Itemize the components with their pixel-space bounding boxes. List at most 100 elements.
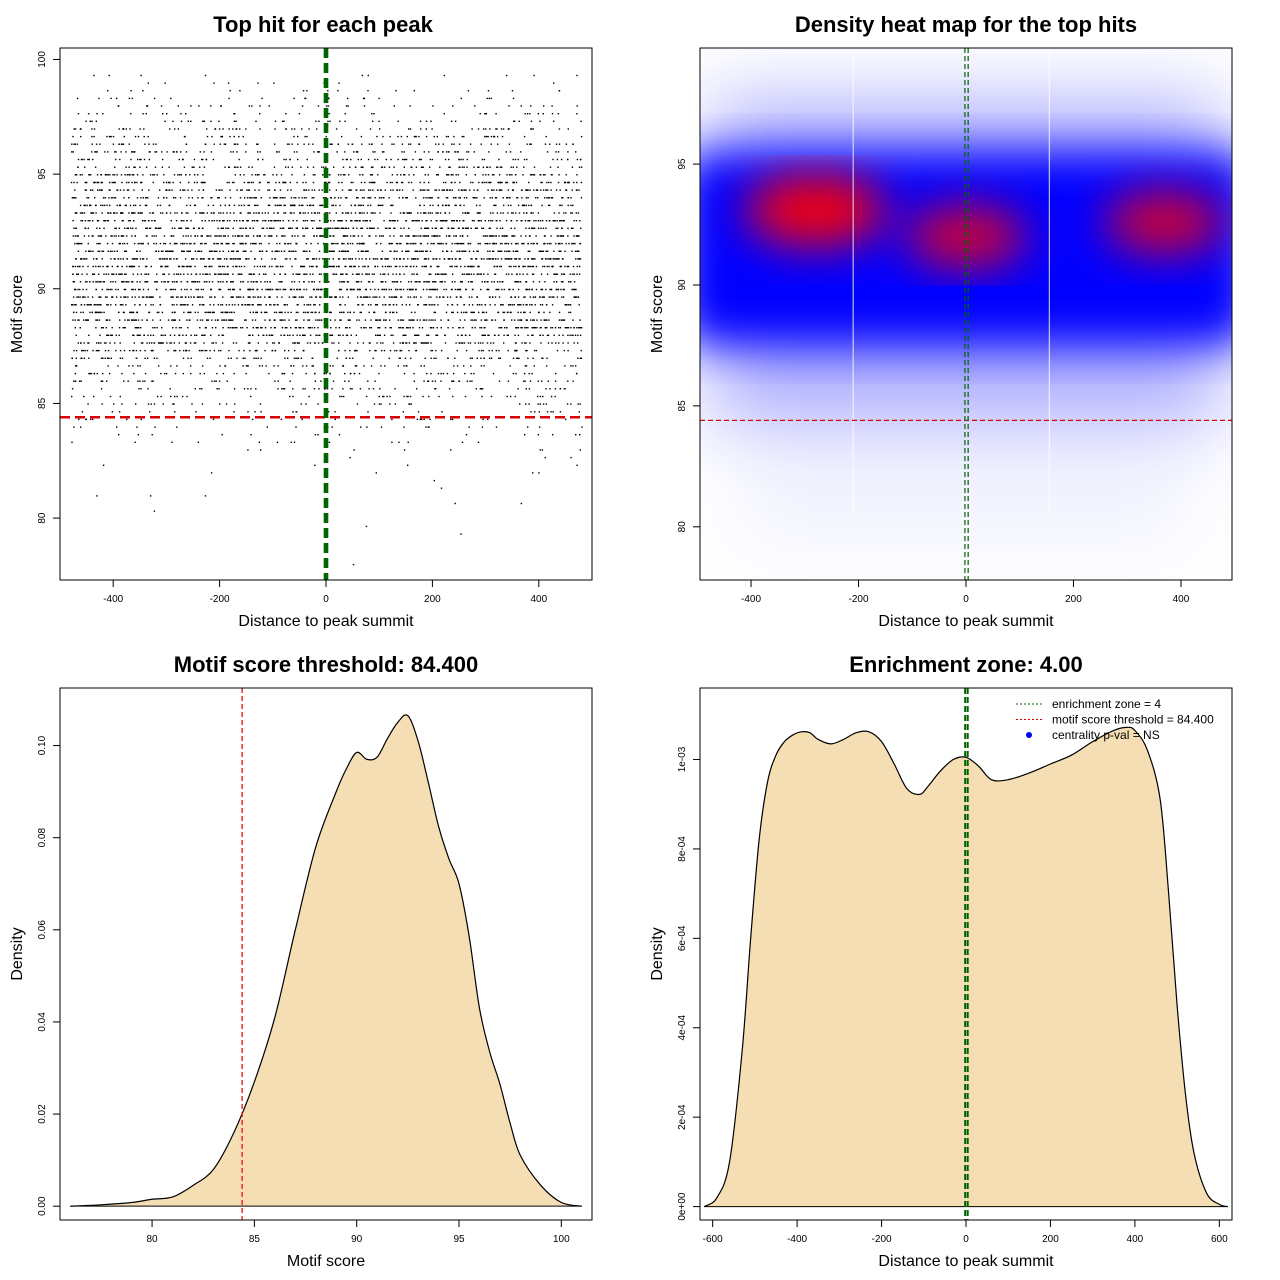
scatter-point <box>405 365 407 367</box>
scatter-point <box>522 273 524 275</box>
scatter-point <box>281 296 283 298</box>
scatter-point <box>297 143 299 145</box>
scatter-point <box>522 304 525 306</box>
scatter-point <box>407 464 409 466</box>
scatter-point <box>431 227 434 229</box>
scatter-point <box>509 250 511 252</box>
scatter-point <box>477 250 479 252</box>
scatter-point <box>145 166 148 168</box>
scatter-point <box>230 281 232 283</box>
scatter-point <box>373 311 375 314</box>
scatter-point <box>87 227 89 229</box>
scatter-point <box>374 212 376 214</box>
scatter-point <box>94 151 96 153</box>
scatter-point <box>427 334 430 336</box>
scatter-point <box>359 311 361 314</box>
scatter-point <box>402 258 405 260</box>
scatter-point <box>284 327 287 329</box>
scatter-point <box>197 288 199 291</box>
scatter-point <box>73 426 75 428</box>
scatter-point <box>454 281 456 283</box>
scatter-point <box>545 288 547 291</box>
scatter-point <box>537 212 540 214</box>
scatter-point <box>172 235 175 237</box>
scatter-point <box>346 97 349 100</box>
scatter-point <box>190 334 192 336</box>
scatter-point <box>412 319 414 321</box>
scatter-point <box>317 319 319 321</box>
scatter-point <box>556 258 558 260</box>
scatter-point <box>539 334 542 336</box>
scatter-point <box>498 357 500 359</box>
scatter-point <box>577 212 580 214</box>
scatter-point <box>161 151 163 153</box>
scatter-point <box>465 250 467 252</box>
scatter-point <box>237 166 239 168</box>
scatter-point <box>357 342 359 344</box>
scatter-point <box>92 220 94 222</box>
scatter-point <box>311 197 313 199</box>
scatter-point <box>202 120 204 122</box>
scatter-point <box>175 327 177 329</box>
scatter-point <box>475 204 478 207</box>
scatter-point <box>214 319 217 321</box>
scatter-point <box>118 143 120 145</box>
scatter-point <box>273 220 275 222</box>
scatter-point <box>87 242 89 245</box>
scatter-point <box>339 204 341 207</box>
scatter-point <box>227 327 229 329</box>
scatter-point <box>507 304 510 306</box>
scatter-point <box>300 357 303 359</box>
scatter-point <box>174 227 176 229</box>
scatter-point <box>479 113 481 115</box>
scatter-point <box>458 327 460 329</box>
scatter-point <box>561 227 563 229</box>
scatter-point <box>327 120 329 122</box>
scatter-point <box>207 258 210 260</box>
scatter-point <box>364 296 366 298</box>
scatter-point <box>289 158 291 161</box>
scatter-point <box>251 105 253 107</box>
scatter-point <box>570 456 572 459</box>
scatter-point <box>188 197 190 199</box>
scatter-point <box>551 327 554 329</box>
scatter-point <box>438 395 440 398</box>
scatter-point <box>406 395 408 398</box>
scatter-point <box>350 189 352 191</box>
scatter-point <box>321 288 323 291</box>
scatter-point <box>132 174 134 176</box>
scatter-point <box>486 242 488 245</box>
scatter-point <box>224 273 227 275</box>
scatter-point <box>133 220 135 222</box>
scatter-point <box>74 212 76 214</box>
scatter-point <box>226 220 229 222</box>
scatter-point <box>442 181 445 184</box>
scatter-point <box>281 197 283 199</box>
scatter-point <box>296 220 298 222</box>
scatter-point <box>216 388 218 390</box>
scatter-point <box>571 189 573 191</box>
scatter-point <box>452 273 454 275</box>
scatter-point <box>317 242 319 245</box>
scatter-point <box>395 296 397 298</box>
scatter-point <box>268 204 271 207</box>
scatter-point <box>246 235 248 237</box>
scatter-point <box>318 212 321 214</box>
scatter-point <box>142 342 144 344</box>
scatter-point <box>290 204 292 207</box>
scatter-point <box>365 250 368 252</box>
scatter-point <box>399 357 401 359</box>
scatter-point <box>418 220 420 222</box>
scatter-point <box>74 265 76 268</box>
scatter-point <box>228 166 231 168</box>
scatter-point <box>337 143 340 145</box>
scatter-point <box>452 380 455 382</box>
scatter-point <box>414 250 416 252</box>
scatter-point <box>249 288 251 291</box>
scatter-point <box>400 135 403 138</box>
scatter-point <box>132 273 134 275</box>
scatter-point <box>121 265 123 268</box>
scatter-point <box>347 250 350 252</box>
scatter-point <box>143 296 145 298</box>
scatter-point <box>127 227 129 229</box>
